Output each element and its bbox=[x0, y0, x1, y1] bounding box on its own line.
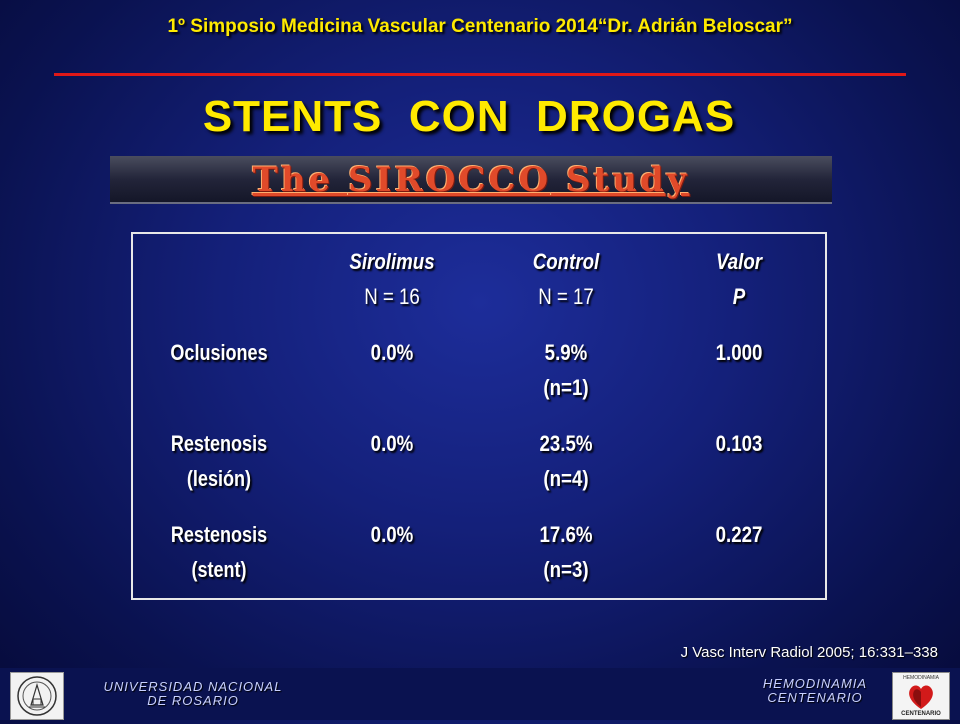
journal-citation: J Vasc Interv Radiol 2005; 16:331–338 bbox=[680, 644, 938, 661]
row-label-line2: (lesión) bbox=[186, 466, 252, 491]
p-value-text: 0.227 bbox=[715, 522, 763, 547]
banner-suffix: Study bbox=[551, 160, 690, 200]
control-value-n: (n=4) bbox=[543, 466, 589, 491]
table-row: Restenosis (lesión) 0.0% 23.5% (n=4) 0.1… bbox=[132, 416, 826, 507]
hemodinamia-line1: HEMODINAMIA bbox=[762, 676, 868, 691]
sirolimus-value-text: 0.0% bbox=[370, 522, 414, 547]
study-banner: The SIROCCO Study bbox=[110, 156, 832, 204]
control-value-n: (n=1) bbox=[543, 375, 589, 400]
table-row: Oclusiones 0.0% 5.9% (n=1) 1.000 bbox=[132, 325, 826, 416]
hemodinamia-line2: CENTENARIO bbox=[767, 690, 863, 705]
control-value-pct: 5.9% bbox=[544, 340, 588, 365]
header-p-line1: Valor bbox=[715, 249, 763, 274]
table-header-row: Sirolimus N = 16 Control N = 17 Valor P bbox=[132, 233, 826, 325]
header-sirolimus-n: N = 16 bbox=[364, 284, 420, 309]
row-label-line2: (stent) bbox=[191, 557, 247, 582]
heart-icon bbox=[909, 685, 933, 709]
symposium-header: 1º Simposio Medicina Vascular Centenario… bbox=[167, 16, 793, 37]
hemodinamia-name: HEMODINAMIA CENTENARIO bbox=[740, 677, 890, 705]
sirolimus-value-text: 0.0% bbox=[370, 340, 414, 365]
table-row: Restenosis (stent) 0.0% 17.6% (n=3) 0.22… bbox=[132, 507, 826, 599]
p-value-text: 0.103 bbox=[715, 431, 763, 456]
row-label: Oclusiones bbox=[132, 325, 305, 416]
university-line2: DE ROSARIO bbox=[147, 693, 239, 708]
control-value: 5.9% (n=1) bbox=[479, 325, 653, 416]
header-control-name: Control bbox=[532, 249, 600, 274]
header-divider bbox=[54, 73, 906, 76]
banner-prefix: The bbox=[252, 160, 349, 200]
slide-title: STENTS CON DROGAS bbox=[202, 92, 736, 141]
banner-study-name: SIROCCO bbox=[348, 160, 552, 200]
control-value-n: (n=3) bbox=[543, 557, 589, 582]
sirolimus-value: 0.0% bbox=[305, 325, 479, 416]
row-label: Restenosis (lesión) bbox=[132, 416, 305, 507]
header-sirolimus-name: Sirolimus bbox=[349, 249, 435, 274]
university-line1: UNIVERSIDAD NACIONAL bbox=[103, 679, 283, 694]
row-label-line1: Restenosis bbox=[170, 522, 268, 547]
university-seal-logo bbox=[10, 672, 64, 720]
header-cell-sirolimus: Sirolimus N = 16 bbox=[305, 233, 479, 325]
row-label-line1: Restenosis bbox=[170, 431, 268, 456]
p-value: 1.000 bbox=[653, 325, 826, 416]
header-cell-empty bbox=[132, 233, 305, 325]
control-value: 17.6% (n=3) bbox=[479, 507, 653, 599]
university-name: UNIVERSIDAD NACIONAL DE ROSARIO bbox=[88, 680, 298, 708]
header-p-line2: P bbox=[732, 284, 746, 309]
results-table: Sirolimus N = 16 Control N = 17 Valor P … bbox=[131, 232, 827, 600]
p-value: 0.227 bbox=[653, 507, 826, 599]
header-cell-control: Control N = 17 bbox=[479, 233, 653, 325]
row-label: Restenosis (stent) bbox=[132, 507, 305, 599]
row-label-line1: Oclusiones bbox=[170, 340, 268, 365]
footer-band bbox=[0, 668, 960, 720]
logo-top-text: HEMODINAMIA bbox=[903, 675, 939, 681]
header-control-n: N = 17 bbox=[538, 284, 594, 309]
control-value-pct: 17.6% bbox=[539, 522, 593, 547]
p-value: 0.103 bbox=[653, 416, 826, 507]
sirolimus-value-text: 0.0% bbox=[370, 431, 414, 456]
logo-bottom-text: CENTENARIO bbox=[901, 711, 941, 717]
control-value-pct: 23.5% bbox=[539, 431, 593, 456]
sirolimus-value: 0.0% bbox=[305, 507, 479, 599]
hemodinamia-logo: HEMODINAMIA CENTENARIO bbox=[892, 672, 950, 720]
sirolimus-value: 0.0% bbox=[305, 416, 479, 507]
study-banner-text: The SIROCCO Study bbox=[110, 160, 832, 200]
header-cell-p-value: Valor P bbox=[653, 233, 826, 325]
control-value: 23.5% (n=4) bbox=[479, 416, 653, 507]
p-value-text: 1.000 bbox=[715, 340, 763, 365]
seal-icon bbox=[17, 676, 57, 716]
